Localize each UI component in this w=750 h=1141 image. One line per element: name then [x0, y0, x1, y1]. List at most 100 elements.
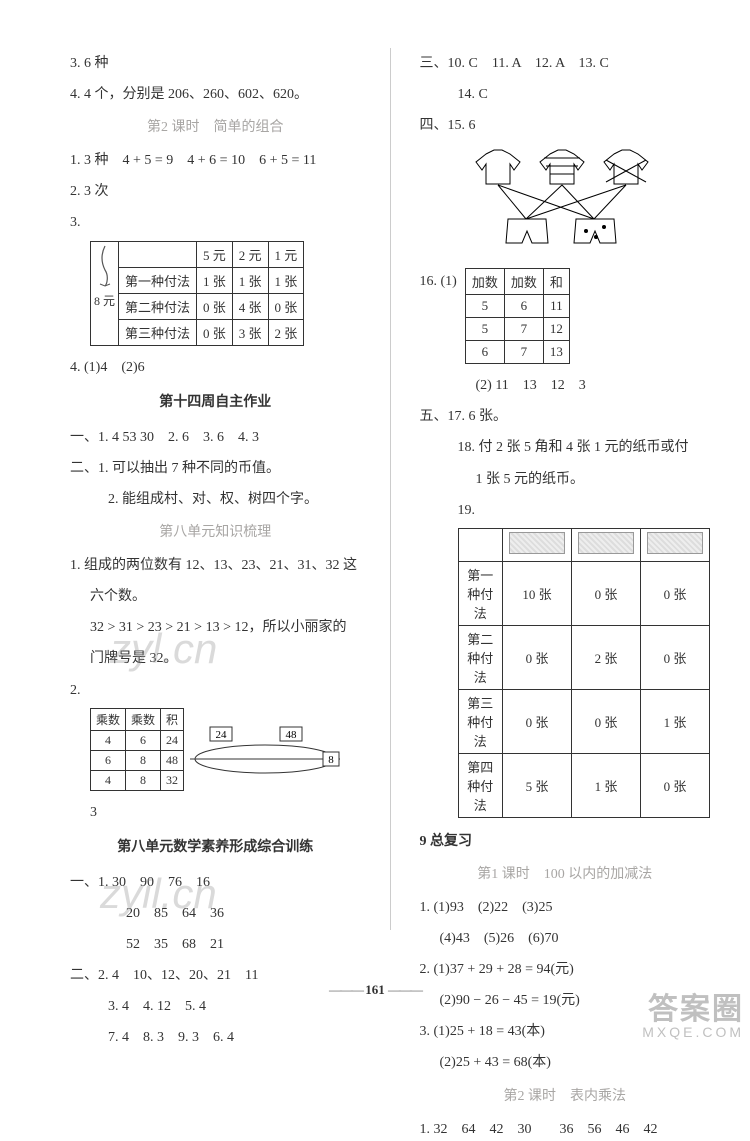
- cell: 乘数: [126, 708, 161, 730]
- chain-diagram: 24 48 8: [190, 723, 340, 779]
- q3-table: 8 元 5 元 2 元 1 元 第一种付法 1 张 1 张 1 张 第二种付法 …: [70, 239, 361, 352]
- cell: 2 张: [572, 625, 641, 689]
- text: 2. 能组成村、对、权、树四个字。: [70, 488, 361, 511]
- cell: 8: [126, 770, 161, 790]
- cell: 6: [465, 341, 504, 364]
- cell: 5 元: [197, 241, 233, 267]
- cell: 7: [504, 318, 543, 341]
- cell: 第三种付法: [458, 689, 503, 753]
- cell: 2 元: [232, 241, 268, 267]
- cell: 0 张: [197, 319, 233, 345]
- right-column: 三、10. C 11. A 12. A 13. C 14. C 四、15. 6: [415, 48, 711, 930]
- text: 18. 付 2 张 5 角和 4 张 1 元的纸币或付: [420, 436, 711, 459]
- matching-diagram: [456, 145, 711, 260]
- cell: 1 张: [572, 753, 641, 817]
- cell: 0 张: [503, 689, 572, 753]
- cell: 6: [91, 750, 126, 770]
- text: 六个数。: [70, 585, 361, 608]
- text: 门牌号是 32。: [70, 647, 361, 670]
- cell: 6: [504, 295, 543, 318]
- left-column: 3. 6 种 4. 4 个，分别是 206、260、602、620。 第2 课时…: [70, 48, 366, 930]
- subheading: 第八单元知识梳理: [70, 521, 361, 544]
- banknote-icon: [509, 532, 565, 554]
- cell: 5: [465, 295, 504, 318]
- svg-text:48: 48: [286, 729, 298, 741]
- cell: 1 张: [268, 267, 304, 293]
- text: 1. (1)93 (2)22 (3)25: [420, 896, 711, 919]
- text: 7. 4 8. 3 9. 3 6. 4: [70, 1026, 361, 1049]
- text: 二、1. 可以抽出 7 种不同的币值。: [70, 457, 361, 480]
- subheading: 第2 课时 表内乘法: [420, 1085, 711, 1108]
- cell: 32: [161, 770, 184, 790]
- heading: 第八单元数学素养形成综合训练: [70, 836, 361, 859]
- text: 3.: [70, 211, 361, 234]
- text: 2. 3 次: [70, 180, 361, 203]
- text: (4)43 (5)26 (6)70: [420, 927, 711, 950]
- banknote-icon: [647, 532, 703, 554]
- cell: 4: [91, 770, 126, 790]
- cell: 和: [543, 269, 569, 295]
- cell: 8: [126, 750, 161, 770]
- heading: 第十四周自主作业: [70, 391, 361, 414]
- text: 4. 4 个，分别是 206、260、602、620。: [70, 83, 361, 106]
- cell: 第四种付法: [458, 753, 503, 817]
- shirt-icon: [604, 150, 648, 184]
- text: 3. 6 种: [70, 52, 361, 75]
- cell: 7: [504, 341, 543, 364]
- subheading: 第2 课时 简单的组合: [70, 116, 361, 139]
- watermark-url: MXQE.COM: [642, 1025, 744, 1040]
- text: 四、15. 6: [420, 114, 711, 137]
- banknote-icon: [578, 532, 634, 554]
- cell: 4: [91, 730, 126, 750]
- shorts-icon: [574, 219, 616, 243]
- text: 2.: [70, 679, 361, 702]
- watermark-text: 答案圈: [642, 994, 744, 1026]
- cell: 48: [161, 750, 184, 770]
- price-label: 8 元: [93, 292, 116, 309]
- text: (2)25 + 43 = 68(本): [420, 1051, 711, 1074]
- cell: 13: [543, 341, 569, 364]
- cell: 第三种付法: [119, 319, 197, 345]
- svg-text:24: 24: [216, 729, 228, 741]
- cell: 12: [543, 318, 569, 341]
- cell: 积: [161, 708, 184, 730]
- cell: 11: [543, 295, 569, 318]
- corner-watermark: 答案圈 MXQE.COM: [642, 994, 744, 1040]
- q2-figure: 乘数 乘数 积 4 6 24 6 8 48 4 8 32: [70, 706, 361, 797]
- cell: 0 张: [197, 293, 233, 319]
- cell: 加数: [504, 269, 543, 295]
- shirt-icon: [540, 150, 584, 184]
- cell: 第二种付法: [119, 293, 197, 319]
- cell: 5 张: [503, 753, 572, 817]
- cell: 0 张: [268, 293, 304, 319]
- cell: 2 张: [268, 319, 304, 345]
- cell: 1 元: [268, 241, 304, 267]
- cell: 1 张: [197, 267, 233, 293]
- text: 52 35 68 21: [70, 933, 361, 956]
- cell: 0 张: [641, 753, 710, 817]
- cell: 3 张: [232, 319, 268, 345]
- scarf-icon: [95, 244, 115, 288]
- cell: 6: [126, 730, 161, 750]
- text: 1. 32 64 42 30 36 56 46 42: [420, 1118, 711, 1141]
- cell: 0 张: [572, 561, 641, 625]
- cell: 第一种付法: [458, 561, 503, 625]
- cell: 加数: [465, 269, 504, 295]
- text: 3: [70, 801, 361, 824]
- q19-table: 第一种付法10 张0 张0 张 第二种付法0 张2 张0 张 第三种付法0 张0…: [420, 526, 711, 824]
- svg-text:8: 8: [328, 754, 334, 766]
- text: 1. 组成的两位数有 12、13、23、21、31、32 这: [70, 554, 361, 577]
- cell: 0 张: [572, 689, 641, 753]
- text: 14. C: [420, 83, 711, 106]
- cell: 5: [465, 318, 504, 341]
- text: 19.: [420, 499, 711, 522]
- text: 五、17. 6 张。: [420, 405, 711, 428]
- text: 2. (1)37 + 29 + 28 = 94(元): [420, 958, 711, 981]
- section-title: 9 总复习: [420, 830, 711, 853]
- shirt-icon: [476, 150, 520, 184]
- page-content: 3. 6 种 4. 4 个，分别是 206、260、602、620。 第2 课时…: [0, 0, 750, 960]
- cell: 10 张: [503, 561, 572, 625]
- cell: 24: [161, 730, 184, 750]
- cell: 乘数: [91, 708, 126, 730]
- shorts-icon: [506, 219, 548, 243]
